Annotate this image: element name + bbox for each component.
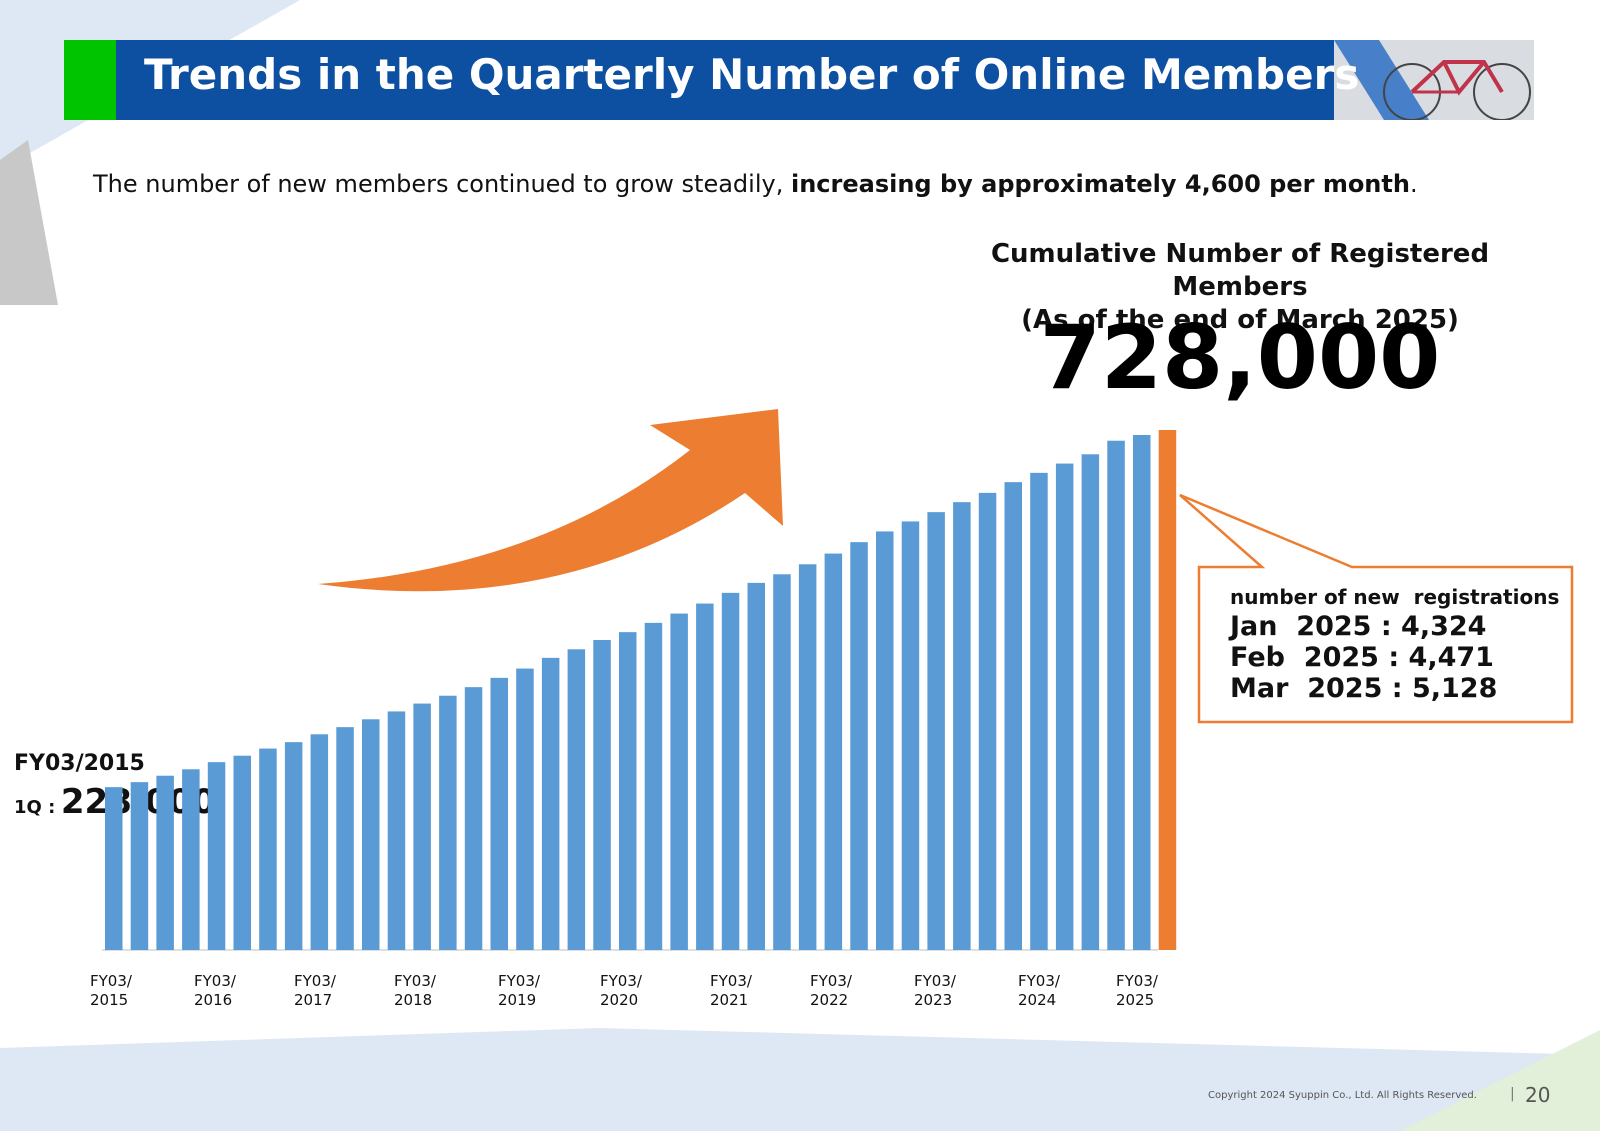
x-tick-label: FY03/2019 <box>498 972 541 1009</box>
bar <box>953 502 971 950</box>
bar <box>490 677 508 950</box>
x-tick-label: FY03/2021 <box>710 972 753 1009</box>
bar <box>901 521 920 950</box>
bar <box>156 775 174 950</box>
growth-arrow <box>318 409 783 592</box>
bar <box>824 553 843 950</box>
x-tick-label: FY03/2016 <box>194 972 237 1009</box>
start-period-label: FY03/2015 <box>14 751 145 776</box>
callout-box <box>1179 493 1574 724</box>
bar <box>362 719 380 950</box>
x-tick-label: FY03/2023 <box>914 972 957 1009</box>
x-tick-label: FY03/2017 <box>294 972 337 1009</box>
bar <box>310 734 329 950</box>
callout-row-mar: Mar 2025 : 5,128 <box>1230 673 1498 704</box>
bar <box>1030 472 1048 950</box>
bar <box>207 762 226 950</box>
bicycle-image <box>1334 40 1534 120</box>
x-tick-label: FY03/2015 <box>90 972 133 1009</box>
bar <box>464 687 483 950</box>
callout-heading: number of new registrations <box>1230 585 1560 609</box>
cumulative-value: 728,000 <box>1039 306 1441 409</box>
cumulative-label-line2: (As of the end of March 2025) <box>1021 305 1459 335</box>
x-tick-label: FY03/2025 <box>1116 972 1159 1009</box>
start-quarter: 1Q : <box>14 797 56 818</box>
bar <box>387 711 406 950</box>
bar-highlight <box>1158 430 1177 950</box>
bar <box>516 668 534 950</box>
callout-text: number of new registrations Jan 2025 : 4… <box>1230 583 1559 704</box>
bar <box>798 564 817 950</box>
bar <box>233 755 251 950</box>
bar <box>1107 440 1125 950</box>
x-tick-label: FY03/2024 <box>1018 972 1061 1009</box>
bar <box>439 695 457 950</box>
bar <box>541 657 560 950</box>
page-number: 20 <box>1525 1083 1551 1107</box>
bar <box>130 782 149 950</box>
bar <box>1004 482 1022 950</box>
bar <box>336 727 354 950</box>
copyright-text: Copyright 2024 Syuppin Co., Ltd. All Rig… <box>1208 1090 1477 1101</box>
ticks-group: FY03/2015 FY03/2016 FY03/2017 FY03/2018 FY03… <box>90 972 1159 1009</box>
bar <box>696 603 714 950</box>
bar <box>978 492 997 950</box>
summary-text: The number of new members continued to g… <box>93 170 1418 198</box>
bar <box>1055 463 1074 950</box>
summary-normal: The number of new members continued to g… <box>93 170 791 198</box>
x-tick-label: FY03/2020 <box>600 972 643 1009</box>
bar <box>593 640 611 950</box>
page-separator: | <box>1510 1086 1515 1102</box>
x-tick-label: FY03/2022 <box>810 972 853 1009</box>
x-tick-label: FY03/2018 <box>394 972 437 1009</box>
summary-bold: increasing by approximately 4,600 per mo… <box>790 170 1410 198</box>
bar <box>747 582 765 950</box>
bar <box>284 742 303 950</box>
bar <box>927 512 945 950</box>
bars-group <box>105 430 1177 950</box>
bar <box>1081 454 1100 950</box>
cumulative-label-line1: Cumulative Number of Registered Members <box>990 239 1490 302</box>
title-bar: Trends in the Quarterly Number of Online… <box>64 40 1534 120</box>
bar <box>413 703 431 950</box>
callout-row-jan: Jan 2025 : 4,324 <box>1230 611 1487 642</box>
cumulative-label: Cumulative Number of Registered Members … <box>925 238 1555 337</box>
bar <box>567 649 586 950</box>
bar <box>721 592 740 950</box>
callout-row-feb: Feb 2025 : 4,471 <box>1230 642 1494 673</box>
page-title: Trends in the Quarterly Number of Online… <box>144 50 1360 99</box>
bar <box>773 574 791 950</box>
bar <box>259 748 277 950</box>
title-accent <box>64 40 116 120</box>
bar <box>850 542 868 950</box>
summary-end: . <box>1409 170 1418 198</box>
bar <box>670 613 688 950</box>
bar <box>1133 435 1151 950</box>
bar <box>182 769 200 950</box>
bar <box>105 787 123 950</box>
bar <box>876 531 894 950</box>
bar <box>619 632 637 950</box>
bar <box>644 622 663 950</box>
